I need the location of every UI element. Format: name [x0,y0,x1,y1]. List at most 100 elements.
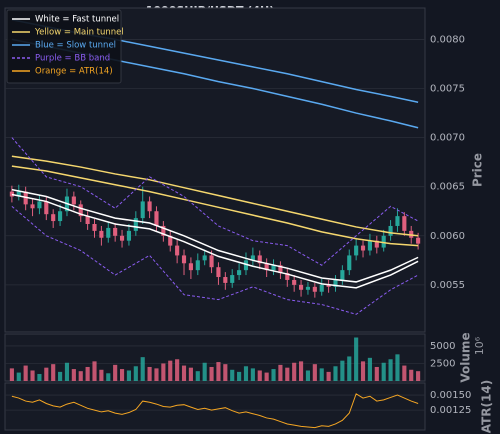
y-tick-label: 0.0055 [430,280,465,291]
candle-body [402,216,407,231]
volume-bar [126,370,131,381]
volume-bar [278,364,283,381]
candle-body [209,255,214,268]
volume-bar [354,337,359,381]
candle-body [37,201,42,209]
candle-body [188,263,193,271]
volume-bar [92,361,97,381]
volume-bar [37,373,42,381]
y-tick-label: 0.0060 [430,231,465,242]
candle-body [9,191,14,197]
candle-body [264,263,269,271]
volume-bar [243,366,249,381]
volume-bar [271,369,276,381]
overlay-line [11,165,419,247]
candle-body [354,245,359,256]
volume-bar [188,367,193,381]
candle-body [58,211,63,222]
y-tick-label: 0.0075 [430,84,465,95]
volume-bar [223,364,228,381]
candle-body [216,267,221,278]
candle-body [85,216,90,224]
volume-bar [78,371,83,381]
volume-bar [175,359,180,381]
volume-bar [161,363,166,381]
volume-bar [119,369,125,381]
candle-body [30,204,35,209]
volume-bar [264,372,269,381]
volume-bar [209,366,214,381]
y-tick-label: 0.00125 [430,405,471,416]
volume-bar [360,361,366,381]
candle-body [299,284,304,290]
volume-bar [237,371,242,381]
candle-body [133,218,138,231]
overlay-line [11,155,419,237]
candle-body [360,245,366,251]
volume-bar [312,364,317,381]
overlay-line [11,188,419,283]
volume-bar [140,357,145,381]
candle-body [278,265,283,274]
y-tick-label: 5000 [430,341,455,352]
volume-bar [333,366,338,381]
volume-bar [71,369,76,381]
volume-bar [30,370,35,381]
atr-line [11,393,419,429]
volume-bar [230,369,235,381]
volume-bar [113,364,118,381]
candle-body [292,279,297,285]
volume-bar [9,368,14,381]
candle-body [51,214,56,222]
volume-bar [381,362,386,381]
candle-body [113,227,118,236]
candle-body [243,260,249,271]
candle-body [154,211,159,226]
volume-bar [64,362,70,381]
candle-body [71,196,76,205]
candle-body [16,191,21,197]
candle-body [250,255,255,261]
panel [4,382,426,431]
candle-body [195,260,200,271]
candle-body [181,255,187,264]
candle-body [388,225,393,236]
candle-body [168,235,173,246]
candle-body [99,230,104,238]
candle-body [92,224,97,231]
candle-body [175,245,180,256]
candle-body [381,235,386,248]
candle-body [161,225,166,236]
legend-label: Orange = ATR(14) [35,67,113,77]
candle-body [347,255,352,271]
volume-bar [402,365,407,381]
volume-bar [285,367,290,381]
volume-bar [147,366,152,381]
candle-body [257,255,262,264]
y-tick-label: 0.0065 [430,182,465,193]
volume-bar [374,366,379,381]
candle-body [319,284,324,292]
candle-body [340,270,345,280]
volume-bar [292,362,297,381]
candle-body [223,277,228,283]
y-tick-label: 0.00150 [430,390,471,401]
legend-label: Purple = BB band [35,54,110,64]
volume-bar [16,372,21,381]
overlay-line [11,137,419,266]
y-tick-label: 0.0070 [430,133,465,144]
volume-bar [216,362,221,381]
candle-body [126,230,131,241]
candle-body [285,273,290,280]
candle-body [44,201,49,215]
candle-body [106,227,111,238]
legend-box [6,9,122,84]
candle-body [230,275,235,283]
volume-bar [168,360,173,381]
volume-bar [250,368,255,381]
y-scale-label: 10⁶ [473,336,486,355]
volume-bar [347,356,352,381]
volume-bar [367,357,372,381]
candle-body [78,204,83,217]
